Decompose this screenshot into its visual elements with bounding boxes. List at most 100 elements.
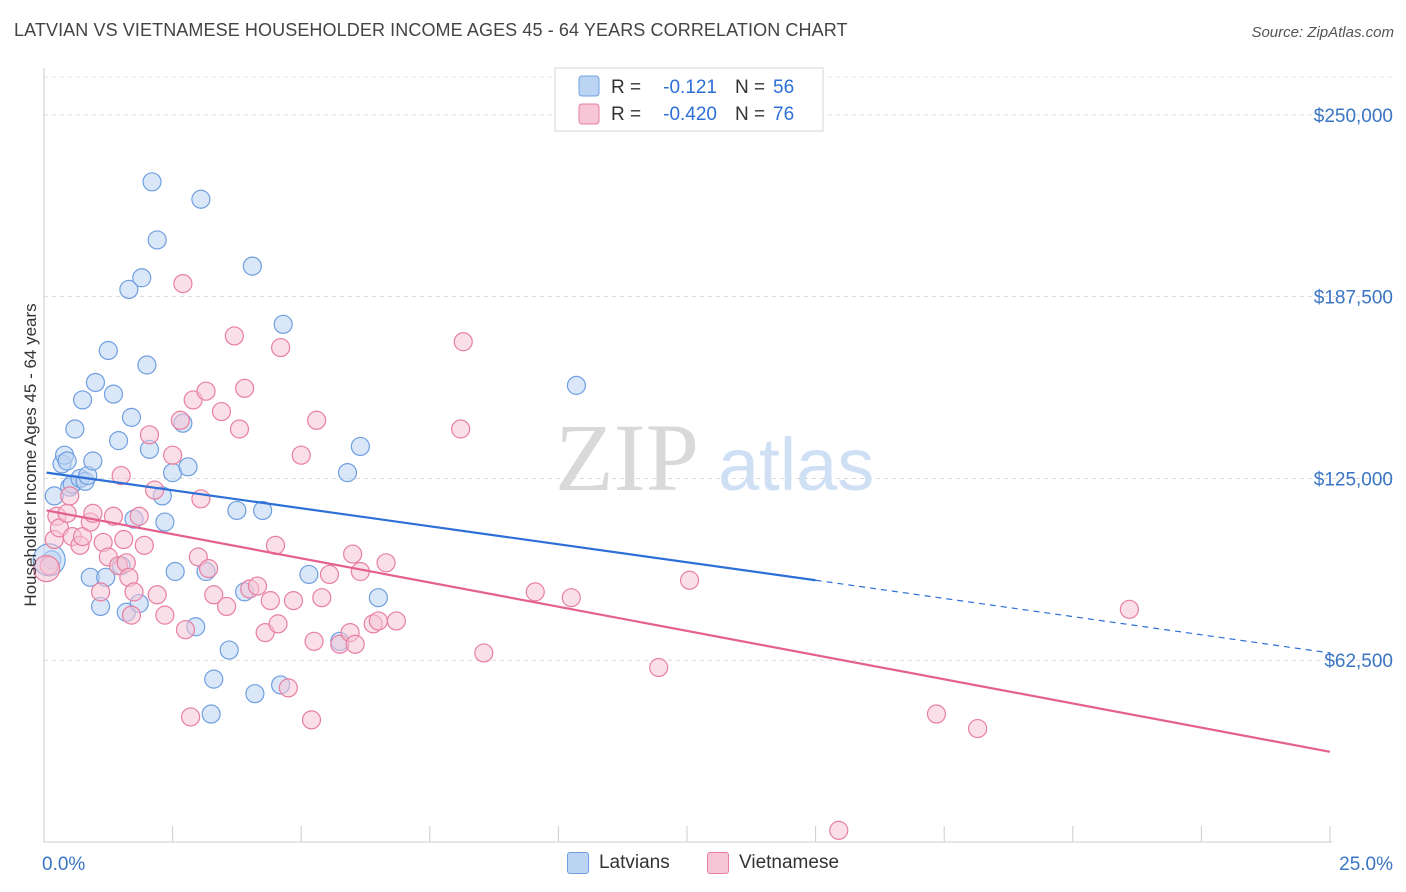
latvians-point — [132, 268, 152, 288]
legend-swatch-vietnamese — [578, 103, 600, 125]
vietnamese-point — [139, 425, 160, 445]
y-axis-label: Householder Income Ages 45 - 64 years — [21, 303, 40, 606]
vietnamese-point — [121, 605, 142, 625]
latvians-point — [155, 512, 175, 532]
watermark: ZIP atlas — [555, 404, 874, 511]
vietnamese-point — [829, 820, 849, 840]
latvians-point — [142, 172, 162, 192]
vietnamese-point — [271, 337, 291, 358]
vietnamese-point — [386, 611, 406, 631]
latvians-point — [165, 561, 185, 582]
vietnamese-point — [196, 381, 216, 401]
vietnamese-points — [32, 273, 1139, 840]
vietnamese-point — [283, 591, 304, 611]
vietnamese-point — [144, 480, 165, 500]
latvians-point — [85, 372, 106, 393]
tick-labels: $62,500 $125,000 $187,500 $250,000 0.0% 25.0% — [42, 106, 1393, 875]
watermark-zip: ZIP — [555, 404, 699, 511]
vietnamese-point — [235, 378, 255, 398]
vietnamese-point — [453, 332, 473, 352]
legend-item-vietnamese[interactable]: Vietnamese — [707, 852, 839, 874]
latvians-swatch — [566, 852, 589, 874]
y-tick-label: $125,000 — [1314, 469, 1393, 490]
latvians-point — [253, 500, 273, 521]
vietnamese-point — [451, 419, 471, 439]
vietnamese-point — [1119, 599, 1139, 619]
source-credit: Source: ZipAtlas.com — [1251, 24, 1394, 41]
legend-n-label: N = — [735, 77, 765, 98]
latvians-trend-line — [46, 471, 816, 582]
legend-r-label: R = — [611, 104, 641, 125]
vietnamese-point — [291, 445, 311, 465]
latvians-point — [204, 669, 224, 689]
vietnamese-point — [103, 506, 124, 526]
latvians-point — [121, 407, 142, 427]
vietnamese-trend-line — [46, 509, 1331, 753]
latvians-point — [72, 390, 93, 410]
series-legend: Latvians Vietnamese — [0, 852, 1406, 880]
legend-r-value: -0.420 — [663, 104, 717, 125]
vietnamese-point — [155, 605, 175, 625]
vietnamese-point — [247, 576, 268, 596]
latvians-point — [219, 640, 239, 660]
legend-r-label: R = — [611, 77, 641, 98]
latvians-point — [65, 419, 85, 439]
legend-swatch-latvians — [578, 75, 600, 97]
legend-item-latvians[interactable]: Latvians — [566, 852, 670, 874]
vietnamese-point — [319, 564, 340, 585]
trend-lines — [46, 471, 1331, 753]
vietnamese-point — [561, 588, 581, 608]
vietnamese-point — [204, 585, 224, 605]
vietnamese-point — [199, 559, 219, 579]
vietnamese-point — [129, 506, 149, 526]
vietnamese-point — [111, 465, 131, 486]
latvians-point — [368, 588, 388, 608]
vietnamese-point — [217, 596, 237, 617]
latvians-point — [566, 375, 587, 395]
legend-n-label: N = — [735, 104, 765, 125]
vietnamese-point — [345, 634, 365, 654]
axes — [43, 68, 1332, 843]
vietnamese-point — [343, 544, 363, 564]
vietnamese-point — [679, 570, 700, 590]
latvians-point — [119, 279, 139, 300]
latvians-point — [245, 684, 265, 704]
latvians-point — [178, 457, 198, 477]
vietnamese-point — [649, 657, 669, 678]
vietnamese-point — [525, 582, 545, 602]
latvians-point — [191, 189, 211, 209]
vietnamese-point — [211, 401, 232, 422]
latvians-point — [350, 436, 370, 457]
x-tick-label: 25.0% — [1339, 854, 1393, 875]
legend-n-value: 76 — [773, 104, 794, 125]
vietnamese-point — [229, 419, 250, 439]
latvians-point — [201, 704, 221, 724]
y-tick-label: $250,000 — [1314, 106, 1393, 127]
vietnamese-point — [278, 678, 298, 698]
vietnamese-point — [376, 553, 396, 573]
vietnamese-point — [926, 704, 947, 724]
vietnamese-point — [968, 718, 988, 739]
vietnamese-point — [32, 555, 61, 583]
vietnamese-point — [134, 535, 154, 555]
vietnamese-point — [224, 326, 244, 346]
vietnamese-point — [90, 582, 111, 602]
legend-n-value: 56 — [773, 77, 794, 98]
vietnamese-point — [268, 614, 288, 634]
vietnamese-point — [114, 529, 134, 550]
vietnamese-point — [147, 585, 167, 605]
y-tick-label: $187,500 — [1314, 288, 1393, 309]
latvians-trend-extension — [815, 579, 1331, 654]
x-tick-label: 0.0% — [42, 854, 85, 875]
legend-r-value: -0.121 — [663, 77, 717, 98]
correlation-legend: R = -0.121 N = 56 R = -0.420 N = 76 — [554, 67, 824, 132]
latvians-point — [299, 564, 319, 585]
vietnamese-point — [163, 445, 183, 465]
chart-title: LATVIAN VS VIETNAMESE HOUSEHOLDER INCOME… — [14, 20, 848, 40]
latvians-point — [242, 256, 262, 276]
gridlines — [44, 76, 1395, 661]
vietnamese-point — [368, 611, 388, 631]
latvians-point — [337, 463, 358, 483]
latvians-point — [57, 451, 77, 471]
vietnamese-point — [474, 643, 494, 663]
